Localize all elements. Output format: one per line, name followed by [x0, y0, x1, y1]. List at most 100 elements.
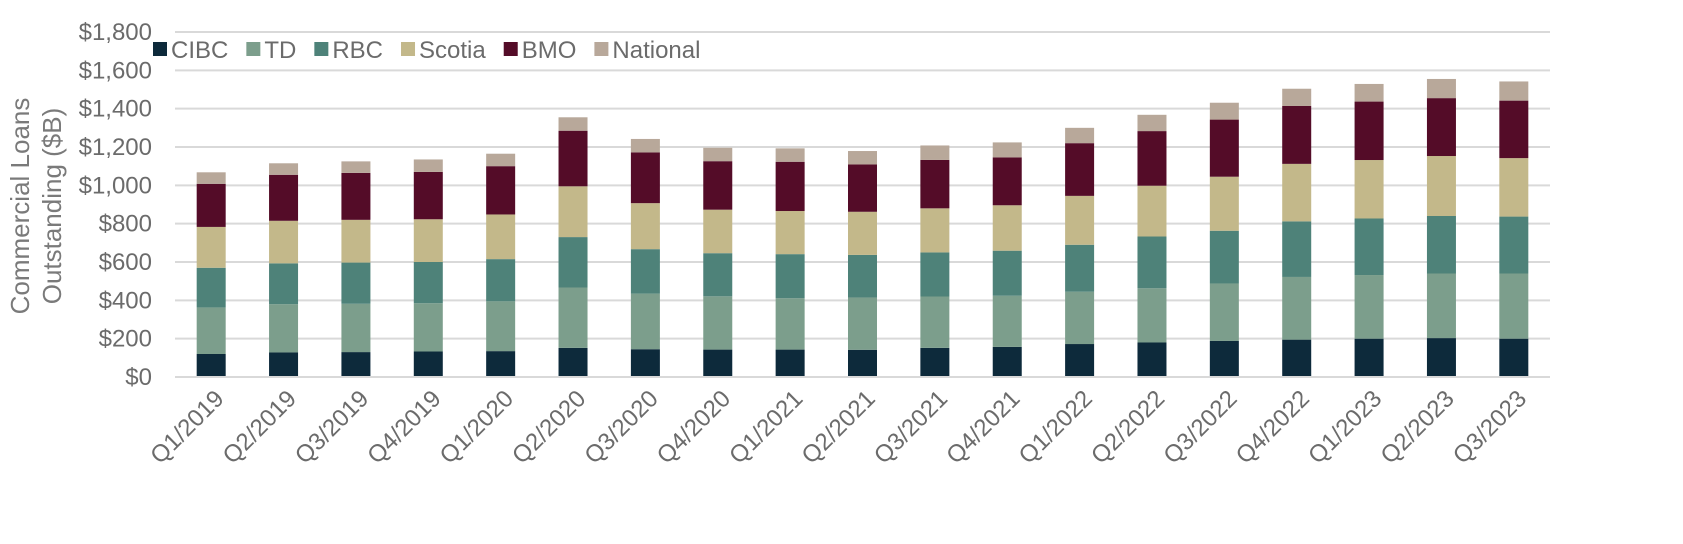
- bar-national-q2-2021: [848, 151, 877, 165]
- bar-national-q3-2019: [341, 161, 371, 173]
- bar-rbc-q1-2023: [1354, 218, 1384, 276]
- y-tick-label: $0: [125, 364, 152, 391]
- bar-rbc-q4-2019: [413, 262, 443, 304]
- legend-swatch-cibc: [153, 42, 167, 56]
- y-axis-label-line-2: Outstanding ($B): [37, 108, 67, 305]
- bar-bmo-q2-2023: [1426, 98, 1456, 157]
- bar-bmo-q3-2023: [1499, 100, 1529, 159]
- bar-td-q4-2020: [703, 296, 733, 350]
- x-tick-label: Q2/2020: [507, 385, 591, 469]
- bar-cibc-q3-2022: [1209, 340, 1239, 377]
- x-tick-label: Q2/2023: [1375, 385, 1459, 469]
- bar-scotia-q3-2022: [1209, 176, 1239, 231]
- bar-scotia-q3-2021: [920, 208, 950, 253]
- bar-national-q3-2021: [920, 145, 950, 160]
- bar-rbc-q1-2021: [775, 254, 805, 299]
- x-tick-label: Q2/2019: [218, 385, 302, 469]
- bar-national-q1-2023: [1354, 83, 1384, 102]
- bar-cibc-q1-2023: [1354, 338, 1384, 377]
- bar-rbc-q2-2022: [1137, 236, 1167, 289]
- bar-scotia-q2-2022: [1137, 185, 1167, 237]
- bar-bmo-q4-2022: [1282, 105, 1312, 164]
- bar-national-q4-2022: [1282, 88, 1312, 106]
- y-tick-label: $1,000: [79, 172, 152, 199]
- y-tick-label: $600: [99, 249, 152, 276]
- bar-national-q1-2019: [196, 172, 226, 184]
- axes: $0 $200 $400 $600 $800 $1,000 $1,200 $1,400 $1,6…: [79, 19, 1550, 469]
- x-tick-label: Q4/2021: [941, 385, 1025, 469]
- legend-label-td: TD: [264, 37, 296, 64]
- legend-label-cibc: CIBC: [171, 37, 228, 64]
- bar-national-q4-2020: [703, 147, 733, 162]
- bar-bmo-q1-2022: [1065, 143, 1095, 196]
- bar-bmo-q3-2021: [920, 159, 950, 209]
- x-tick-label: Q3/2020: [579, 385, 663, 469]
- bar-cibc-q3-2019: [341, 352, 371, 377]
- bar-td-q4-2022: [1282, 276, 1312, 340]
- bar-bmo-q4-2021: [992, 157, 1022, 206]
- bar-national-q2-2022: [1137, 114, 1167, 132]
- bar-scotia-q2-2023: [1426, 156, 1456, 216]
- bar-td-q3-2023: [1499, 273, 1529, 339]
- legend-swatch-bmo: [503, 42, 518, 56]
- bar-national-q4-2019: [413, 159, 443, 172]
- y-tick-label: $1,200: [79, 134, 152, 161]
- legend-label-bmo: BMO: [522, 37, 577, 64]
- bar-cibc-q2-2020: [558, 347, 588, 377]
- bar-cibc-q1-2019: [196, 354, 226, 377]
- bar-bmo-q1-2021: [775, 161, 805, 212]
- bar-cibc-q4-2021: [992, 346, 1022, 377]
- bar-cibc-q3-2023: [1499, 338, 1529, 377]
- x-tick-label: Q3/2023: [1448, 385, 1532, 469]
- legend-swatch-rbc: [314, 42, 329, 56]
- bar-national-q2-2020: [558, 117, 588, 131]
- bar-td-q2-2019: [269, 304, 299, 353]
- bar-bmo-q3-2020: [630, 152, 660, 204]
- bar-td-q2-2023: [1426, 273, 1456, 339]
- x-tick-label: Q4/2020: [652, 385, 736, 469]
- bar-td-q1-2019: [196, 307, 226, 354]
- bar-national-q2-2023: [1426, 78, 1456, 99]
- bar-td-q2-2021: [848, 297, 877, 350]
- legend-swatch-td: [246, 42, 261, 56]
- legend-swatch-national: [594, 42, 609, 56]
- x-tick-label: Q2/2022: [1086, 385, 1170, 469]
- bar-rbc-q2-2021: [848, 254, 877, 298]
- bar-cibc-q4-2022: [1282, 339, 1312, 377]
- bar-td-q3-2022: [1209, 283, 1239, 341]
- bar-national-q3-2020: [630, 138, 660, 153]
- y-tick-label: $1,400: [79, 96, 152, 123]
- bar-national-q1-2022: [1065, 127, 1095, 144]
- x-tick-label: Q4/2022: [1231, 385, 1315, 469]
- legend-label-rbc: RBC: [332, 37, 383, 64]
- y-axis-label-line-1: Commercial Loans: [5, 98, 35, 315]
- bar-cibc-q2-2019: [269, 352, 299, 377]
- bar-scotia-q1-2023: [1354, 160, 1384, 219]
- bar-scotia-q2-2020: [558, 186, 588, 238]
- bar-scotia-q3-2019: [341, 219, 371, 263]
- legend: CIBC TD RBC Scotia BMO National: [153, 37, 700, 64]
- bar-rbc-q4-2020: [703, 253, 733, 297]
- bar-scotia-q4-2022: [1282, 163, 1312, 222]
- bar-national-q1-2021: [775, 148, 805, 162]
- bar-rbc-q1-2020: [486, 259, 516, 302]
- x-tick-label: Q1/2023: [1303, 385, 1387, 469]
- bar-cibc-q3-2020: [630, 349, 660, 377]
- bar-cibc-q1-2020: [486, 351, 516, 377]
- bar-bmo-q4-2019: [413, 171, 443, 220]
- bar-bmo-q3-2022: [1209, 119, 1239, 177]
- bar-td-q4-2019: [413, 303, 443, 352]
- bar-rbc-q3-2019: [341, 262, 371, 304]
- bar-rbc-q3-2023: [1499, 216, 1529, 274]
- bar-scotia-q1-2022: [1065, 195, 1095, 245]
- bar-cibc-q1-2021: [775, 349, 805, 377]
- x-tick-label: Q3/2019: [290, 385, 374, 469]
- bar-bmo-q2-2021: [848, 164, 877, 212]
- bar-national-q3-2023: [1499, 81, 1529, 101]
- bar-td-q3-2021: [920, 296, 950, 348]
- bar-rbc-q3-2021: [920, 252, 950, 297]
- bar-rbc-q2-2023: [1426, 216, 1456, 274]
- bar-rbc-q3-2020: [630, 249, 660, 294]
